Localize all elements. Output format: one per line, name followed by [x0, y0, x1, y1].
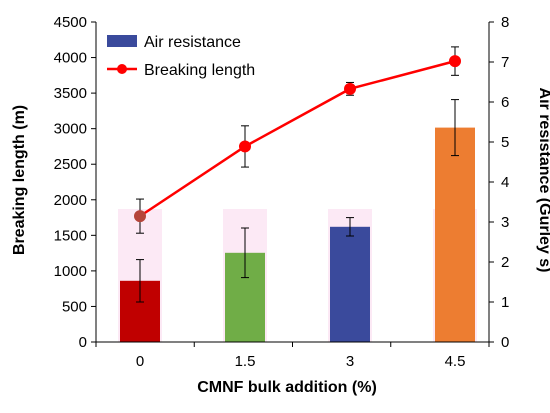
x-tick-label: 0 [136, 353, 144, 370]
point-breaking-length [239, 140, 251, 153]
legend-marker-breaking-length [117, 64, 127, 74]
x-axis-label: CMNF bulk addition (%) [197, 379, 377, 396]
line-layer [134, 55, 461, 223]
right-y-tick-label: 0 [501, 334, 509, 351]
point-breaking-length [449, 55, 461, 68]
right-y-tick-label: 6 [501, 94, 509, 111]
axes-layer: 0 500 1000 1500 2000 2500 3000 3500 4000 4500 0 1 2 3… [54, 14, 510, 370]
left-y-tick-label: 0 [79, 334, 87, 351]
left-y-tick-label: 2500 [54, 156, 87, 173]
left-y-axis-label: Breaking length (m) [11, 105, 28, 255]
right-y-tick-label: 7 [501, 54, 509, 71]
left-y-tick-label: 4500 [54, 14, 87, 31]
point-breaking-length [344, 82, 356, 95]
right-y-tick-label: 4 [501, 174, 509, 191]
left-y-tick-label: 4000 [54, 50, 87, 67]
legend-label-air-resistance: Air resistance [144, 34, 241, 51]
bar-air-resistance [330, 226, 370, 342]
right-y-tick-label: 8 [501, 14, 509, 31]
x-tick-label: 4.5 [445, 353, 466, 370]
right-y-tick-label: 3 [501, 214, 509, 231]
right-y-tick-label: 2 [501, 254, 509, 271]
right-y-tick-label: 5 [501, 134, 509, 151]
legend-swatch-air-resistance [107, 35, 137, 47]
left-y-tick-label: 3000 [54, 121, 87, 138]
x-tick-label: 3 [346, 353, 354, 370]
left-y-tick-label: 1500 [54, 227, 87, 244]
left-y-tick-label: 3500 [54, 85, 87, 102]
left-y-tick-label: 500 [62, 298, 87, 315]
bars-layer [118, 127, 477, 342]
series-line-breaking-length [139, 59, 456, 218]
right-y-tick-label: 1 [501, 294, 509, 311]
right-y-axis-label: Air resistance (Gurley s) [536, 88, 550, 273]
left-y-tick-label: 2000 [54, 192, 87, 209]
x-tick-label: 1.5 [235, 353, 256, 370]
legend-label-breaking-length: Breaking length [144, 62, 255, 79]
point-breaking-length [134, 210, 146, 223]
bar-air-resistance [435, 127, 475, 342]
error-bars-layer [136, 46, 459, 303]
left-y-tick-label: 1000 [54, 263, 87, 280]
legend: Air resistance Breaking length [107, 34, 255, 79]
